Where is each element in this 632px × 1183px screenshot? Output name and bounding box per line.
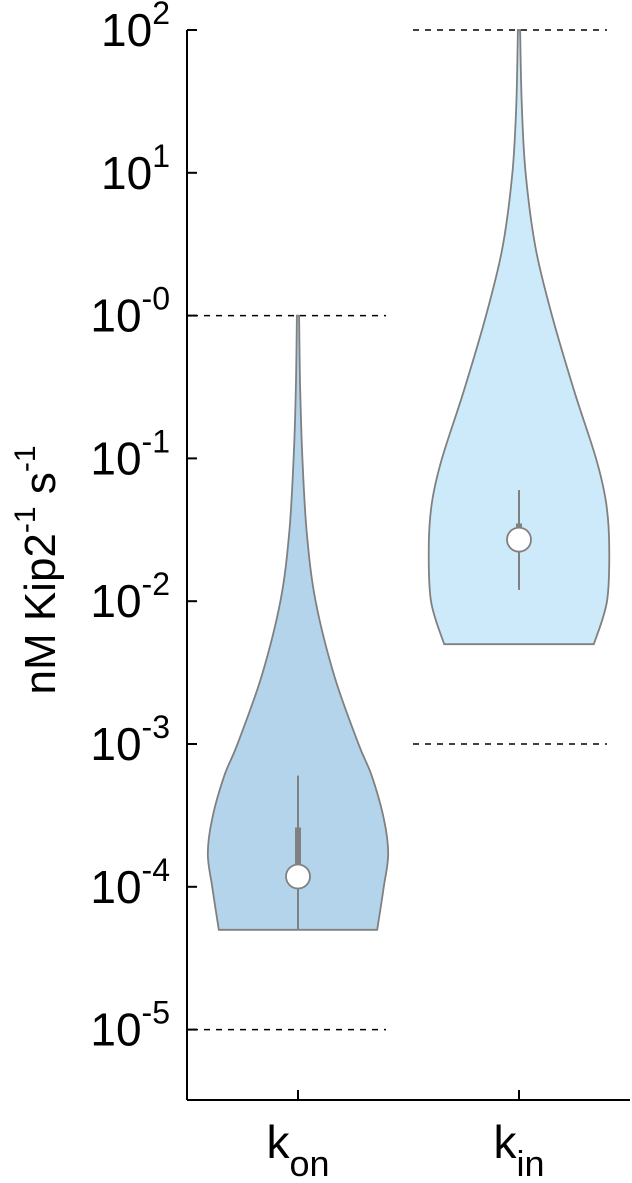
y-tick-label: 10-2 [90, 566, 170, 627]
violin-body [206, 314, 390, 931]
y-tick-label: 101 [101, 138, 170, 199]
y-tick-label: 102 [101, 0, 170, 56]
y-tick-label: 10-0 [90, 281, 170, 342]
y-tick-labels: 102 101 10-0 10-1 10-2 10-3 10-4 10-5 [90, 0, 170, 1056]
violin-body [427, 29, 611, 646]
y-tick-label: 10-3 [90, 709, 170, 770]
y-tick-label: 10-1 [90, 423, 170, 484]
y-axis-title: nM Kip2-1 s-1 [9, 445, 65, 694]
axes [186, 29, 630, 1101]
median-marker [285, 863, 311, 890]
x-tick-label: kon [266, 1116, 329, 1183]
bound-lines [192, 29, 607, 1031]
violin-bodies [206, 29, 611, 931]
median-marker [506, 526, 532, 553]
x-tick-labels: kon kin [266, 1116, 544, 1183]
x-tick-label: kin [493, 1116, 544, 1183]
y-tick-label: 10-5 [90, 995, 170, 1056]
y-tick-label: 10-4 [90, 852, 170, 913]
